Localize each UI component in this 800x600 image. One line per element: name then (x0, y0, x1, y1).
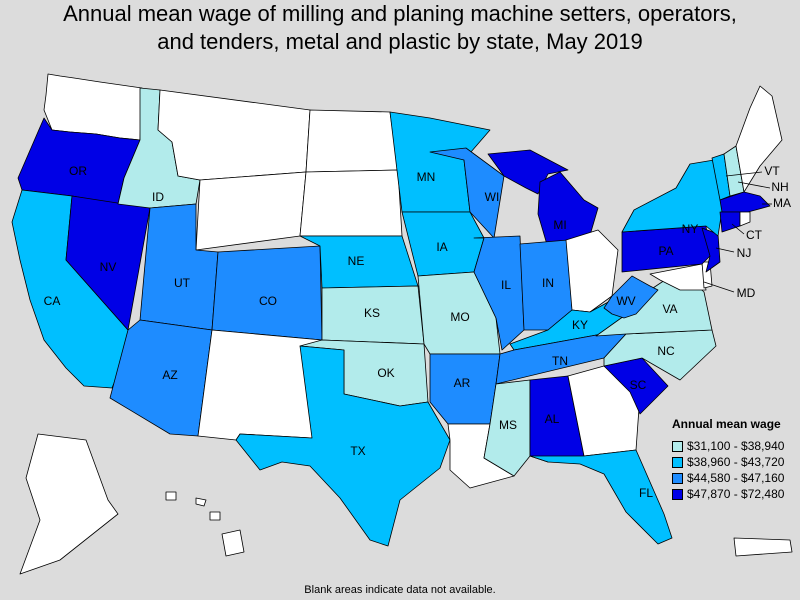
state-hi (165, 491, 177, 501)
state-label-il: IL (501, 278, 511, 292)
state-label-al: AL (545, 412, 560, 426)
legend-item: $31,100 - $38,940 (672, 438, 798, 454)
state-label-nh: NH (771, 180, 788, 194)
legend-item: $47,870 - $72,480 (672, 486, 798, 502)
state-label-tx: TX (350, 444, 365, 458)
legend-swatch (672, 440, 683, 452)
leader-line (715, 247, 735, 253)
legend-item: $44,580 - $47,160 (672, 470, 798, 486)
state-label-vt: VT (764, 164, 780, 178)
leader-line (737, 181, 771, 189)
legend: Annual mean wage $31,100 - $38,940 $38,9… (672, 417, 798, 502)
state-label-wi: WI (485, 190, 500, 204)
state-label-or: OR (69, 164, 87, 178)
state-label-nc: NC (657, 344, 675, 358)
state-label-ut: UT (174, 276, 191, 290)
state-ny (621, 159, 723, 237)
state-label-ct: CT (746, 228, 763, 242)
footnote: Blank areas indicate data not available. (304, 584, 496, 596)
legend-label: $31,100 - $38,940 (687, 439, 785, 453)
state-hi (221, 529, 245, 557)
state-wy (195, 171, 307, 251)
legend-title: Annual mean wage (672, 417, 781, 431)
state-label-ny: NY (682, 222, 699, 236)
state-nd (305, 109, 399, 173)
state-wv (603, 275, 659, 319)
state-label-ks: KS (364, 306, 380, 320)
state-label-ne: NE (348, 254, 365, 268)
state-label-mn: MN (417, 170, 436, 184)
state-label-az: AZ (162, 368, 177, 382)
leader-line (731, 223, 745, 235)
legend-swatch (672, 488, 683, 500)
legend-swatch (672, 472, 683, 484)
state-label-co: CO (259, 294, 277, 308)
state-label-mo: MO (450, 310, 469, 324)
legend-label: $47,870 - $72,480 (687, 487, 785, 501)
state-label-id: ID (152, 190, 164, 204)
state-label-ok: OK (377, 366, 394, 380)
state-label-ms: MS (499, 418, 517, 432)
state-label-fl: FL (639, 486, 653, 500)
state-label-tn: TN (552, 354, 568, 368)
state-label-in: IN (542, 276, 554, 290)
state-co (211, 245, 323, 341)
state-label-nv: NV (100, 260, 117, 274)
map-title: Annual mean wage of milling and planing … (0, 0, 800, 56)
state-label-pa: PA (658, 244, 673, 258)
state-label-ar: AR (454, 376, 471, 390)
state-pr (733, 537, 793, 557)
state-label-md: MD (737, 286, 756, 300)
state-hi (209, 511, 221, 521)
state-ga (567, 365, 641, 457)
state-label-wv: WV (616, 294, 635, 308)
legend-item: $38,960 - $43,720 (672, 454, 798, 470)
leader-line (725, 171, 763, 177)
map-title-line-2: and tenders, metal and plastic by state,… (157, 29, 643, 54)
state-label-nj: NJ (737, 246, 752, 260)
state-tx (235, 345, 451, 547)
state-ct (719, 211, 741, 233)
state-sd (299, 169, 403, 237)
state-mi (537, 171, 599, 249)
legend-label: $44,580 - $47,160 (687, 471, 785, 485)
state-fl (529, 449, 673, 545)
state-label-ca: CA (44, 294, 61, 308)
state-label-va: VA (662, 302, 677, 316)
state-label-ia: IA (436, 240, 447, 254)
state-mt (157, 89, 311, 181)
state-hi (195, 497, 207, 507)
state-ri (739, 211, 751, 227)
legend-swatch (672, 456, 683, 468)
state-label-ma: MA (773, 196, 791, 210)
legend-label: $38,960 - $43,720 (687, 455, 785, 469)
leader-line (703, 281, 735, 293)
state-label-ky: KY (572, 318, 588, 332)
state-ak (19, 433, 119, 575)
state-wa (43, 73, 143, 141)
map-title-line-1: Annual mean wage of milling and planing … (63, 1, 737, 26)
state-md (649, 263, 707, 291)
state-me (735, 85, 783, 193)
state-label-sc: SC (630, 378, 647, 392)
state-label-mi: MI (553, 218, 566, 232)
